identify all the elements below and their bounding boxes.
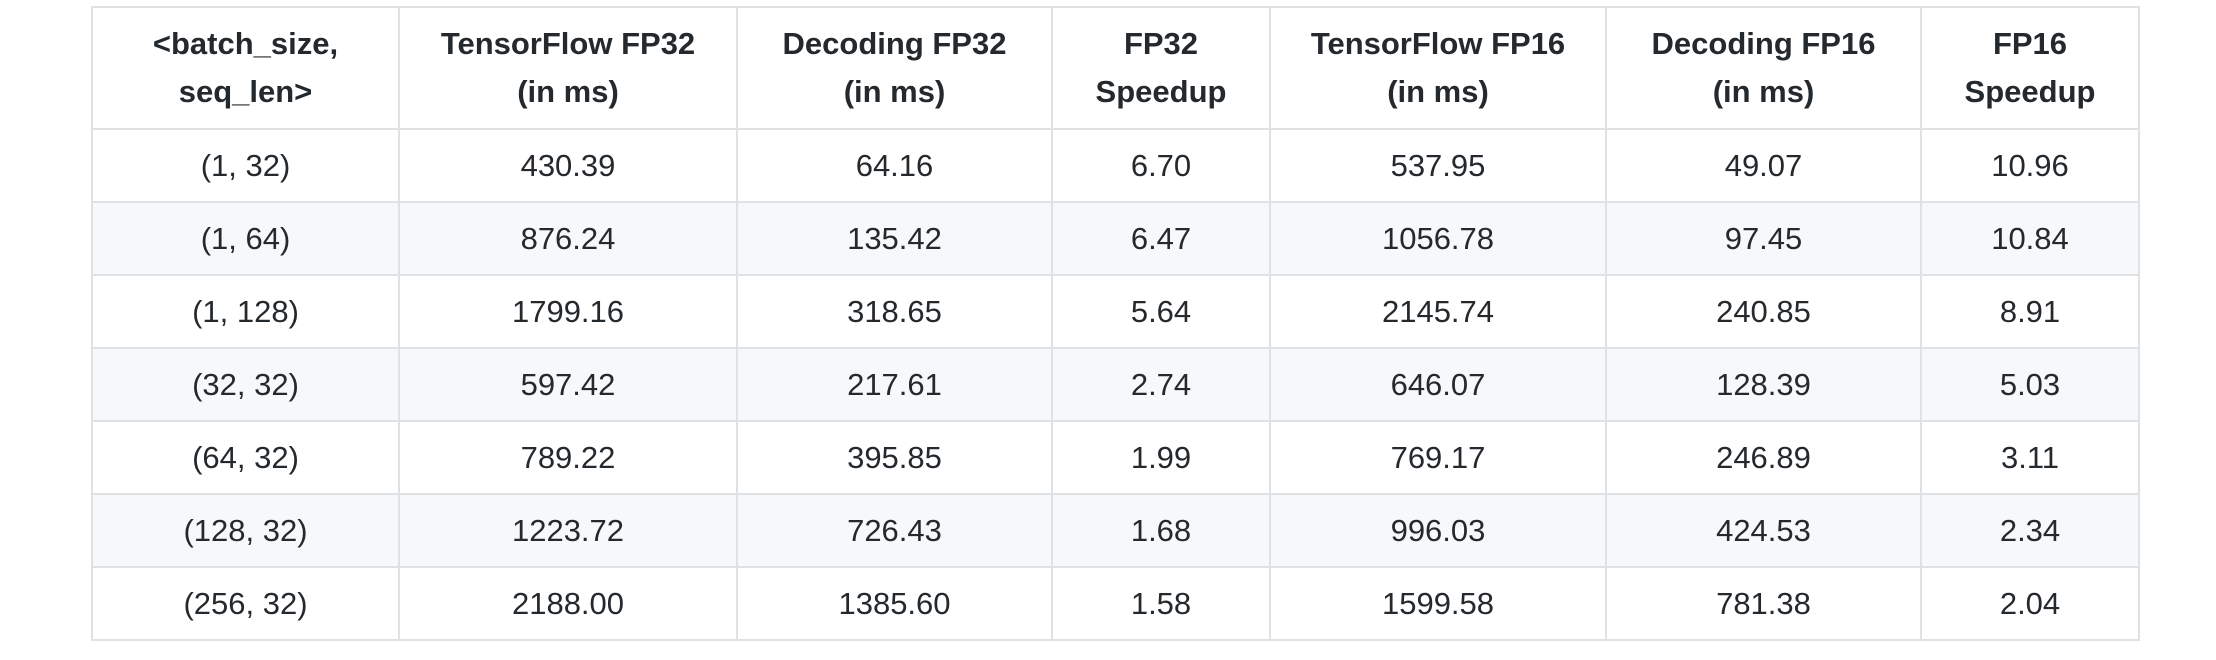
cell-fp32-speedup: 6.47: [1051, 201, 1271, 276]
cell-batch-seq: (1, 64): [91, 201, 400, 276]
header-decoding-fp16: Decoding FP16 (in ms): [1605, 6, 1922, 130]
header-tensorflow-fp32: TensorFlow FP32 (in ms): [398, 6, 738, 130]
cell-batch-seq: (1, 128): [91, 274, 400, 349]
cell-batch-seq: (128, 32): [91, 493, 400, 568]
cell-decoding-fp16: 246.89: [1605, 420, 1922, 495]
cell-batch-seq: (32, 32): [91, 347, 400, 422]
cell-fp16-speedup: 2.04: [1920, 566, 2140, 641]
cell-tensorflow-fp32: 2188.00: [398, 566, 738, 641]
cell-fp32-speedup: 5.64: [1051, 274, 1271, 349]
cell-fp16-speedup: 2.34: [1920, 493, 2140, 568]
header-fp16-speedup: FP16 Speedup: [1920, 6, 2140, 130]
header-row: <batch_size, seq_len> TensorFlow FP32 (i…: [91, 6, 2140, 130]
header-line: Speedup: [1095, 74, 1227, 109]
header-line: (in ms): [517, 74, 619, 109]
cell-fp16-speedup: 8.91: [1920, 274, 2140, 349]
header-line: TensorFlow FP16: [1310, 26, 1566, 61]
table-header: <batch_size, seq_len> TensorFlow FP32 (i…: [91, 6, 2140, 130]
table-row: (32, 32) 597.42 217.61 2.74 646.07 128.3…: [91, 347, 2140, 422]
table-row: (128, 32) 1223.72 726.43 1.68 996.03 424…: [91, 493, 2140, 568]
table-row: (1, 32) 430.39 64.16 6.70 537.95 49.07 1…: [91, 128, 2140, 203]
header-line: (in ms): [1712, 74, 1815, 109]
cell-tensorflow-fp32: 1799.16: [398, 274, 738, 349]
cell-decoding-fp32: 217.61: [736, 347, 1053, 422]
header-line: TensorFlow FP32: [440, 26, 696, 61]
cell-decoding-fp16: 97.45: [1605, 201, 1922, 276]
cell-decoding-fp16: 128.39: [1605, 347, 1922, 422]
header-line: (in ms): [1387, 74, 1489, 109]
table-body: (1, 32) 430.39 64.16 6.70 537.95 49.07 1…: [91, 128, 2140, 641]
cell-tensorflow-fp32: 876.24: [398, 201, 738, 276]
header-decoding-fp32: Decoding FP32 (in ms): [736, 6, 1053, 130]
table-row: (1, 128) 1799.16 318.65 5.64 2145.74 240…: [91, 274, 2140, 349]
table-row: (1, 64) 876.24 135.42 6.47 1056.78 97.45…: [91, 201, 2140, 276]
benchmark-table: <batch_size, seq_len> TensorFlow FP32 (i…: [91, 6, 2140, 641]
cell-fp16-speedup: 10.84: [1920, 201, 2140, 276]
cell-decoding-fp32: 318.65: [736, 274, 1053, 349]
header-batch-size-seq-len: <batch_size, seq_len>: [91, 6, 400, 130]
cell-tensorflow-fp16: 996.03: [1269, 493, 1607, 568]
cell-fp32-speedup: 2.74: [1051, 347, 1271, 422]
header-tensorflow-fp16: TensorFlow FP16 (in ms): [1269, 6, 1607, 130]
cell-fp16-speedup: 3.11: [1920, 420, 2140, 495]
cell-tensorflow-fp32: 597.42: [398, 347, 738, 422]
header-line: <batch_size,: [152, 26, 339, 61]
cell-fp32-speedup: 1.99: [1051, 420, 1271, 495]
cell-batch-seq: (1, 32): [91, 128, 400, 203]
cell-decoding-fp16: 424.53: [1605, 493, 1922, 568]
cell-tensorflow-fp32: 1223.72: [398, 493, 738, 568]
header-line: (in ms): [843, 74, 946, 109]
cell-decoding-fp16: 49.07: [1605, 128, 1922, 203]
cell-tensorflow-fp16: 2145.74: [1269, 274, 1607, 349]
cell-tensorflow-fp16: 769.17: [1269, 420, 1607, 495]
cell-tensorflow-fp16: 1599.58: [1269, 566, 1607, 641]
cell-fp32-speedup: 6.70: [1051, 128, 1271, 203]
cell-batch-seq: (256, 32): [91, 566, 400, 641]
table-row: (256, 32) 2188.00 1385.60 1.58 1599.58 7…: [91, 566, 2140, 641]
cell-fp16-speedup: 5.03: [1920, 347, 2140, 422]
cell-tensorflow-fp16: 1056.78: [1269, 201, 1607, 276]
cell-batch-seq: (64, 32): [91, 420, 400, 495]
cell-decoding-fp16: 781.38: [1605, 566, 1922, 641]
cell-tensorflow-fp16: 646.07: [1269, 347, 1607, 422]
table-row: (64, 32) 789.22 395.85 1.99 769.17 246.8…: [91, 420, 2140, 495]
header-line: FP16: [1992, 26, 2068, 61]
cell-decoding-fp16: 240.85: [1605, 274, 1922, 349]
header-line: seq_len>: [178, 74, 313, 109]
cell-fp16-speedup: 10.96: [1920, 128, 2140, 203]
cell-decoding-fp32: 726.43: [736, 493, 1053, 568]
cell-tensorflow-fp32: 430.39: [398, 128, 738, 203]
header-fp32-speedup: FP32 Speedup: [1051, 6, 1271, 130]
header-line: Decoding FP32: [782, 26, 1007, 61]
cell-tensorflow-fp16: 537.95: [1269, 128, 1607, 203]
cell-tensorflow-fp32: 789.22: [398, 420, 738, 495]
cell-decoding-fp32: 64.16: [736, 128, 1053, 203]
cell-decoding-fp32: 135.42: [736, 201, 1053, 276]
cell-fp32-speedup: 1.68: [1051, 493, 1271, 568]
header-line: Speedup: [1964, 74, 2096, 109]
cell-fp32-speedup: 1.58: [1051, 566, 1271, 641]
benchmark-table-container: <batch_size, seq_len> TensorFlow FP32 (i…: [91, 6, 2140, 641]
cell-decoding-fp32: 1385.60: [736, 566, 1053, 641]
header-line: Decoding FP16: [1651, 26, 1876, 61]
cell-decoding-fp32: 395.85: [736, 420, 1053, 495]
header-line: FP32: [1123, 26, 1199, 61]
